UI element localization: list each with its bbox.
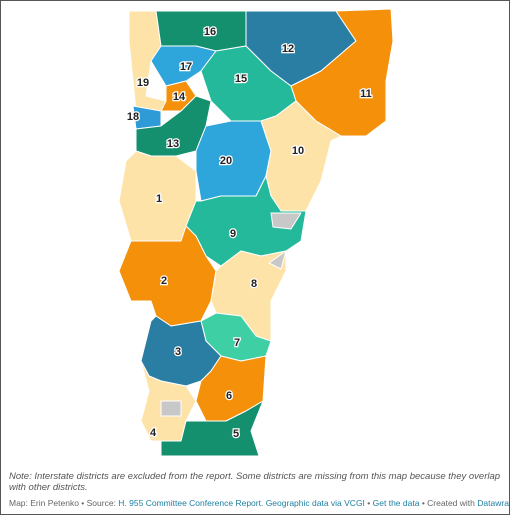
district-labels: 1 2 3 4 5 6 7 8 9 10 11 12 13 14 15 16 1…: [126, 25, 373, 442]
district-label: 18: [127, 111, 139, 123]
district-16: [155, 10, 247, 52]
district-17: [150, 45, 217, 87]
districts: [118, 8, 394, 457]
district-label: 3: [175, 346, 181, 358]
district-label: 15: [235, 73, 247, 85]
source-link[interactable]: H. 955 Committee Conference Report. Geog…: [118, 498, 365, 508]
missing-area: [270, 212, 302, 230]
district-label: 1: [156, 193, 162, 205]
district-label: 13: [167, 138, 179, 150]
district-label: 7: [234, 337, 240, 349]
district-5: [160, 400, 264, 457]
separator: •: [367, 498, 371, 508]
district-label: 14: [173, 91, 186, 103]
district-label: 11: [360, 88, 372, 100]
credit-text: Map: Erin Petenko • Source:: [9, 498, 116, 508]
district-label: 6: [226, 390, 232, 402]
district-label: 10: [292, 145, 304, 157]
district-label: 5: [233, 428, 239, 440]
data-link[interactable]: Get the data: [372, 498, 420, 508]
missing-area: [160, 400, 182, 417]
district-label: 17: [180, 61, 192, 73]
missing-area: [268, 250, 287, 270]
district-label: 12: [282, 43, 294, 55]
district-label: 2: [161, 275, 167, 287]
district-label: 8: [251, 278, 257, 290]
map: 1 2 3 4 5 6 7 8 9 10 11 12 13 14 15 16 1…: [118, 8, 394, 457]
district-label: 4: [150, 427, 157, 439]
note: Note: Interstate districts are excluded …: [9, 471, 501, 493]
district-label: 16: [204, 26, 216, 38]
district-label: 9: [230, 228, 236, 240]
district-label: 20: [220, 155, 232, 167]
credit: Map: Erin Petenko • Source: H. 955 Commi…: [9, 498, 509, 508]
credit-text: • Created with: [421, 498, 475, 508]
district-label: 19: [137, 77, 149, 89]
tool-link[interactable]: Datawrapper: [477, 498, 509, 508]
